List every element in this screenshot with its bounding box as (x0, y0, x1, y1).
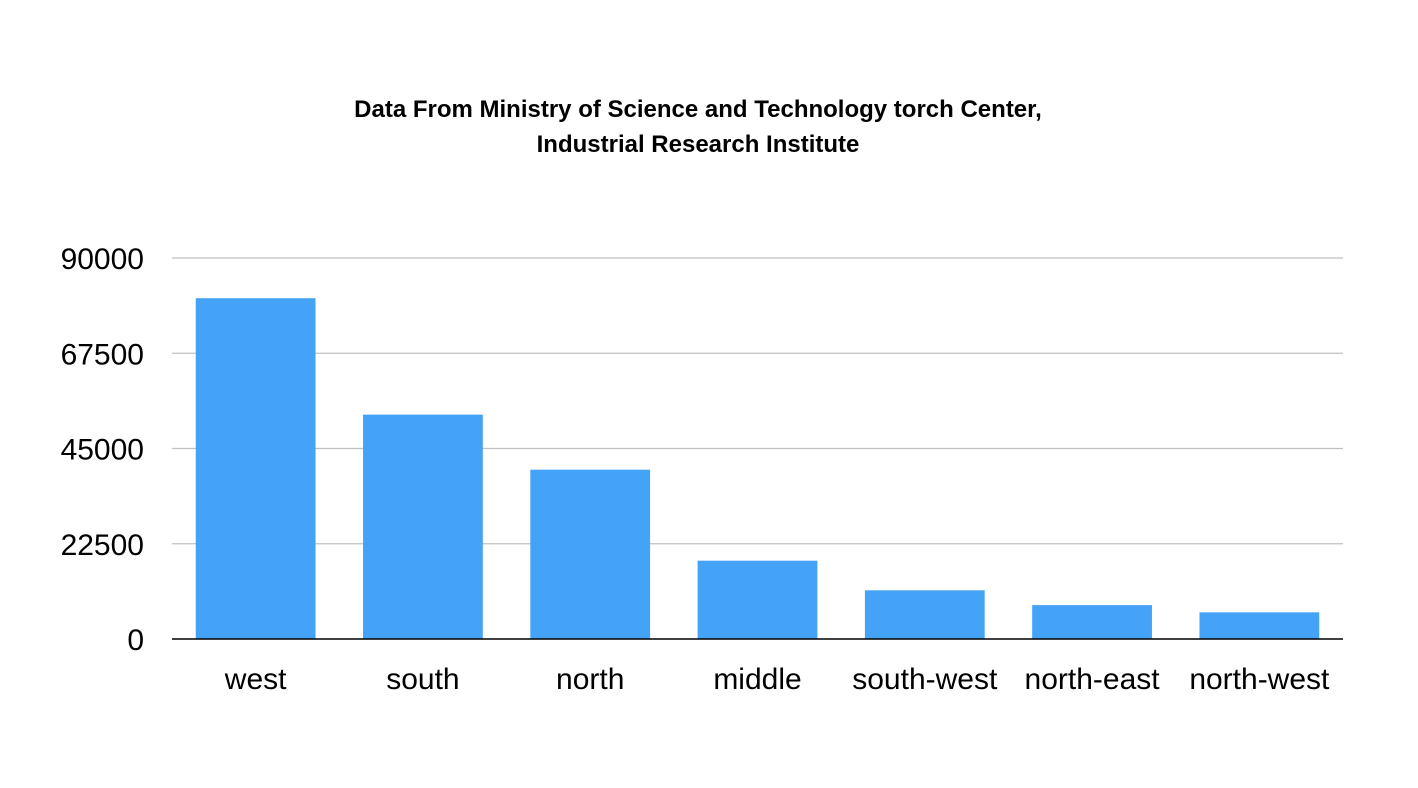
y-tick-label: 67500 (61, 338, 144, 371)
bar (530, 469, 651, 639)
bar (864, 590, 985, 639)
y-tick-label: 22500 (61, 529, 144, 562)
y-tick-label: 45000 (61, 434, 144, 467)
bar (1199, 612, 1320, 639)
x-tick-label: north (556, 663, 624, 696)
x-tick-label: south (386, 663, 459, 696)
y-tick-label: 0 (127, 624, 144, 657)
bar (363, 414, 483, 639)
chart-title-line-2: Industrial Research Institute (536, 131, 860, 158)
chart-title: Data From Ministry of Science and Techno… (0, 92, 1396, 162)
x-tick-label: middle (713, 663, 801, 696)
x-tick-label: north-east (1025, 663, 1161, 696)
bar (697, 560, 818, 639)
x-tick-label: north-west (1189, 663, 1330, 696)
bar (195, 298, 316, 639)
chart-title-line-1: Data From Ministry of Science and Techno… (354, 96, 1042, 123)
bar (1032, 605, 1152, 639)
y-tick-label: 90000 (61, 243, 144, 276)
x-tick-label: west (224, 663, 287, 696)
x-tick-label: south-west (852, 663, 998, 696)
